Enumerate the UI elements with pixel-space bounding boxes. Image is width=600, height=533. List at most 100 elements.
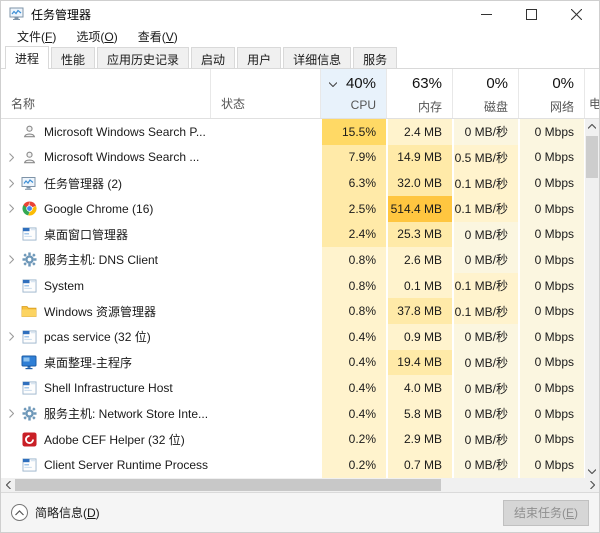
process-status <box>211 170 321 196</box>
process-name: Client Server Runtime Process <box>44 457 209 472</box>
process-cpu: 0.2% <box>321 426 387 453</box>
column-header-status[interactable]: 状态 <box>211 69 321 118</box>
process-name: Google Chrome (16) <box>44 201 154 216</box>
process-status <box>211 196 321 222</box>
expand-chevron-icon[interactable] <box>1 178 21 188</box>
process-row[interactable]: Windows 资源管理器 0.8% 37.8 MB 0.1 MB/秒 0 Mbps <box>1 298 585 324</box>
menu-item-f[interactable]: 文件(F) <box>17 29 57 44</box>
column-header-磁盘[interactable]: 0% 磁盘 <box>453 69 519 118</box>
process-row[interactable]: Microsoft Windows Search ... 7.9% 14.9 MB 0… <box>1 144 585 171</box>
fewer-details-toggle[interactable]: 简略信息(D) <box>11 504 100 521</box>
chrome-icon <box>21 201 37 217</box>
vertical-scroll-thumb[interactable] <box>586 136 598 178</box>
process-name-cell: Shell Infrastructure Host <box>1 375 211 401</box>
process-name-cell: Windows 资源管理器 <box>1 298 211 324</box>
scroll-down-icon[interactable] <box>585 464 599 478</box>
process-name-cell: Client Server Runtime Process <box>1 452 211 478</box>
process-memory: 32.0 MB <box>387 170 453 196</box>
column-header-name[interactable]: 名称 <box>1 69 211 118</box>
process-network: 0 Mbps <box>519 119 585 145</box>
process-cpu: 0.4% <box>321 375 387 401</box>
process-memory: 19.4 MB <box>387 349 453 376</box>
tab-0[interactable]: 进程 <box>5 46 50 69</box>
process-name-cell: Google Chrome (16) <box>1 196 211 222</box>
process-disk: 0 MB/秒 <box>453 452 519 478</box>
process-network: 0 Mbps <box>519 426 585 453</box>
process-row[interactable]: pcas service (32 位) 0.4% 0.9 MB 0 MB/秒 0 Mbp… <box>1 324 585 350</box>
process-row[interactable]: 桌面整理-主程序 0.4% 19.4 MB 0 MB/秒 0 Mbps <box>1 349 585 376</box>
window-icon <box>21 457 37 473</box>
column-header-网络[interactable]: 0% 网络 <box>519 69 585 118</box>
process-row[interactable]: 服务主机: DNS Client 0.8% 2.6 MB 0 MB/秒 0 Mbps <box>1 247 585 273</box>
titlebar[interactable]: 任务管理器 <box>1 1 599 27</box>
process-name: Windows 资源管理器 <box>44 304 157 319</box>
vertical-scrollbar[interactable] <box>585 119 599 478</box>
expand-chevron-icon[interactable] <box>1 255 21 265</box>
column-header-内存[interactable]: 63% 内存 <box>387 69 453 118</box>
process-disk: 0 MB/秒 <box>453 400 519 427</box>
process-row[interactable]: Google Chrome (16) 2.5% 514.4 MB 0.1 MB/秒 0 … <box>1 195 585 222</box>
close-button[interactable] <box>554 1 599 27</box>
menu-item-v[interactable]: 查看(V) <box>137 29 178 44</box>
process-memory: 2.9 MB <box>387 426 453 453</box>
user-icon <box>21 149 37 165</box>
process-row[interactable]: 任务管理器 (2) 6.3% 32.0 MB 0.1 MB/秒 0 Mbps <box>1 170 585 196</box>
tab-5[interactable]: 详细信息 <box>283 47 352 68</box>
process-name-cell: 服务主机: Network Store Inte... <box>1 401 211 427</box>
chevron-up-circle-icon <box>11 504 28 521</box>
expand-chevron-icon[interactable] <box>1 332 21 342</box>
process-cpu: 15.5% <box>321 119 387 145</box>
process-row[interactable]: 桌面窗口管理器 2.4% 25.3 MB 0 MB/秒 0 Mbps <box>1 221 585 248</box>
process-name-cell: Adobe CEF Helper (32 位) <box>1 427 211 453</box>
process-row[interactable]: Client Server Runtime Process 0.2% 0.7 MB 0… <box>1 452 585 478</box>
scroll-left-icon[interactable] <box>1 478 15 492</box>
taskmgr-app-icon <box>9 7 25 21</box>
process-disk: 0.1 MB/秒 <box>453 170 519 196</box>
gear-icon <box>21 406 37 422</box>
scroll-right-icon[interactable] <box>585 478 599 492</box>
process-memory: 5.8 MB <box>387 400 453 427</box>
process-name-cell: 桌面整理-主程序 <box>1 350 211 376</box>
process-row[interactable]: 服务主机: Network Store Inte... 0.4% 5.8 MB 0 M… <box>1 400 585 427</box>
folder-icon <box>21 303 37 319</box>
process-memory: 0.1 MB <box>387 272 453 299</box>
scroll-up-icon[interactable] <box>585 119 599 133</box>
process-cpu: 0.8% <box>321 272 387 299</box>
end-task-button[interactable]: 结束任务(E) <box>503 499 589 526</box>
tab-1[interactable]: 性能 <box>51 47 96 68</box>
expand-chevron-icon[interactable] <box>1 204 21 214</box>
process-memory: 4.0 MB <box>387 375 453 401</box>
horizontal-scrollbar[interactable] <box>1 478 599 492</box>
process-memory: 0.9 MB <box>387 324 453 350</box>
process-memory: 0.7 MB <box>387 452 453 478</box>
process-disk: 0.1 MB/秒 <box>453 298 519 324</box>
horizontal-scroll-track[interactable] <box>15 478 585 492</box>
column-header-power-partial[interactable]: 电 <box>589 95 599 112</box>
expand-chevron-icon[interactable] <box>1 153 21 162</box>
process-cpu: 0.4% <box>321 349 387 376</box>
process-network: 0 Mbps <box>519 272 585 299</box>
column-header-cpu[interactable]: 40% CPU <box>321 69 387 118</box>
process-cpu: 0.4% <box>321 324 387 350</box>
maximize-button[interactable] <box>509 1 554 27</box>
expand-chevron-icon[interactable] <box>1 409 21 419</box>
process-status <box>211 452 321 478</box>
tab-2[interactable]: 应用历史记录 <box>97 47 190 68</box>
process-row[interactable]: Shell Infrastructure Host 0.4% 4.0 MB 0 MB/… <box>1 375 585 401</box>
tab-6[interactable]: 服务 <box>353 47 398 68</box>
tab-3[interactable]: 启动 <box>191 47 236 68</box>
process-row[interactable]: System 0.8% 0.1 MB 0.1 MB/秒 0 Mbps <box>1 272 585 299</box>
process-name: 桌面整理-主程序 <box>44 355 132 370</box>
tab-4[interactable]: 用户 <box>237 47 282 68</box>
horizontal-scroll-thumb[interactable] <box>15 479 441 491</box>
process-name-cell: 任务管理器 (2) <box>1 170 211 196</box>
process-cpu: 0.2% <box>321 452 387 478</box>
minimize-button[interactable] <box>464 1 509 27</box>
window-icon <box>21 380 37 396</box>
process-row[interactable]: Adobe CEF Helper (32 位) 0.2% 2.9 MB 0 MB/秒 0… <box>1 426 585 453</box>
menu-item-o[interactable]: 选项(O) <box>76 29 118 44</box>
process-disk: 0 MB/秒 <box>453 324 519 350</box>
vertical-scroll-track[interactable] <box>585 133 599 464</box>
process-row[interactable]: Microsoft Windows Search P... 15.5% 2.4 MB… <box>1 119 585 145</box>
